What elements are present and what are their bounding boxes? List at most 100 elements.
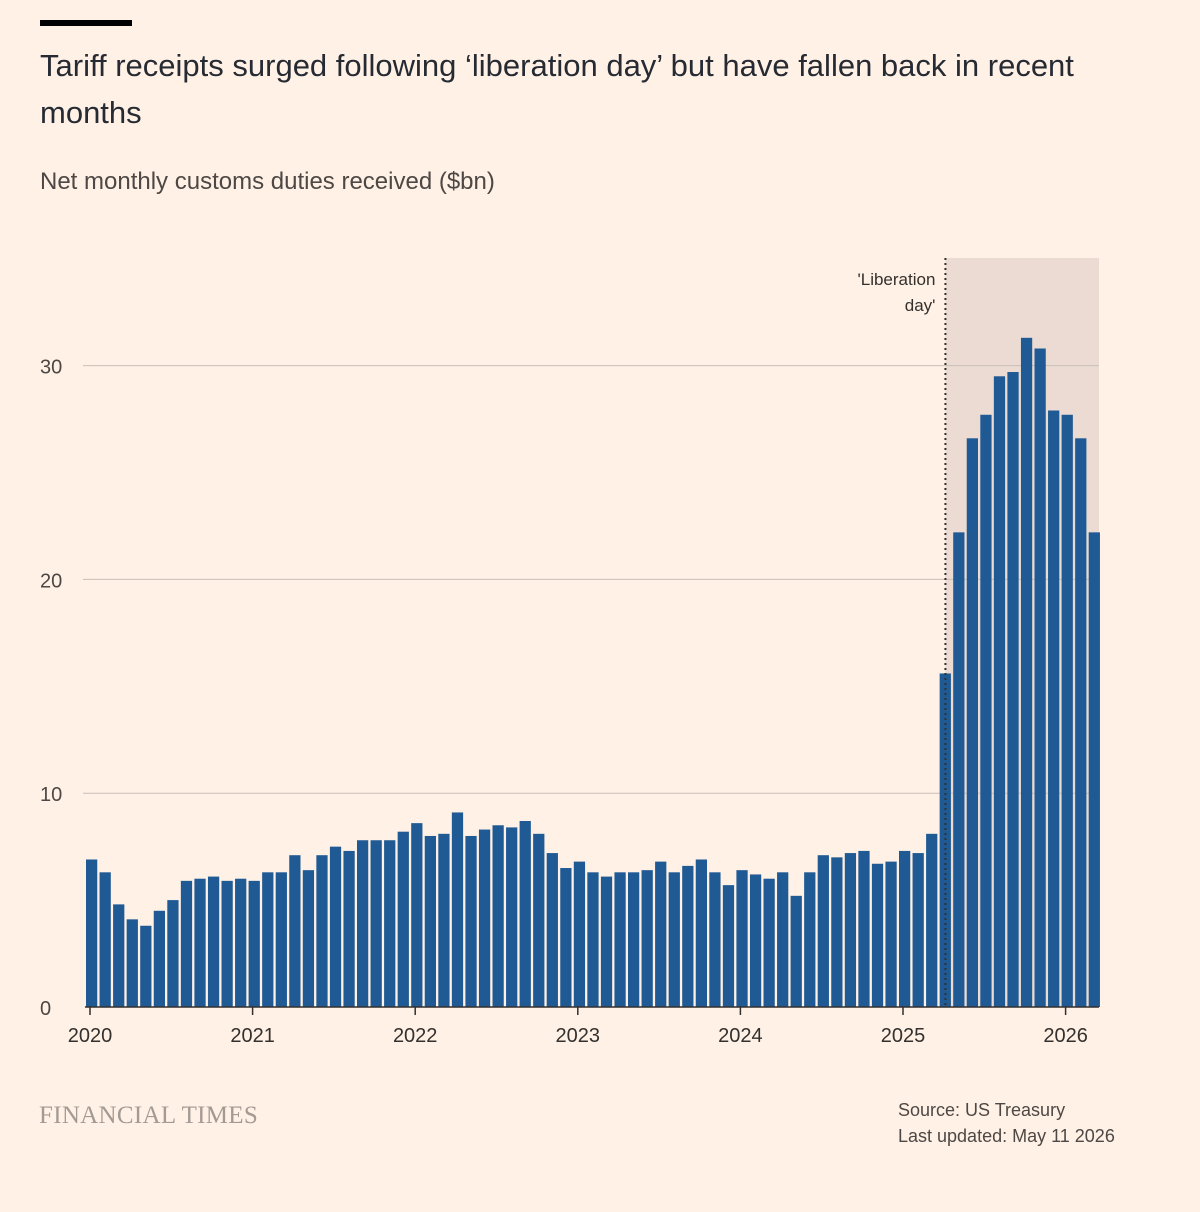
grid-layer [83,365,1099,794]
bar [831,857,843,1007]
bar [384,840,396,1007]
bar [980,414,992,1007]
bar [926,833,938,1007]
bar [492,825,504,1007]
bar [804,872,816,1007]
bar [871,863,884,1007]
annotation-label-line2: day' [905,296,936,315]
bar [1075,438,1087,1007]
bar [167,900,179,1007]
bar [763,878,775,1007]
bar [966,438,978,1007]
bar [316,855,328,1007]
bar [289,855,301,1007]
x-tick-label: 2024 [718,1025,763,1047]
bar [749,874,762,1007]
bar [438,833,450,1007]
bar [912,853,924,1007]
bar-chart: 'Liberation day' 0 10 20 30 2020 2021 2022 2023 2… [40,258,1100,1047]
bar [262,872,274,1007]
y-tick-label: 30 [40,357,62,379]
bar [424,835,436,1007]
bar [1034,348,1046,1008]
bar [682,865,694,1007]
bar [858,850,870,1007]
bar [357,840,369,1007]
bar [519,820,531,1007]
x-tick-label: 2025 [881,1025,926,1047]
annotation-layer: 'Liberation day' [858,258,947,1007]
x-tick-label: 2021 [230,1025,275,1047]
bar [465,835,477,1007]
bar [478,829,491,1007]
bar [194,878,206,1007]
bar [126,919,138,1007]
bar [411,823,423,1007]
x-tick-label: 2020 [68,1025,113,1047]
x-tick-label: 2023 [556,1025,601,1047]
bar [113,904,125,1007]
bar [1007,372,1019,1007]
last-updated: Last updated: May 11 2026 [898,1126,1115,1146]
chart-footer: Source: US Treasury Last updated: May 11… [898,1097,1115,1149]
bar [587,872,599,1007]
bar [600,876,613,1007]
bar [695,859,707,1007]
brand-logo: FINANCIAL TIMES [39,1102,259,1129]
bar [939,673,951,1007]
top-accent-bar [40,20,132,26]
bar [844,853,857,1007]
bar [1048,410,1060,1007]
axis-layer: 0 10 20 30 2020 2021 2022 2023 2024 2025 2026 [40,357,1099,1047]
bars-layer [86,337,1100,1008]
bar [397,831,409,1007]
bar [641,870,653,1007]
bar [736,870,748,1007]
bar [817,855,829,1007]
bar [790,895,802,1007]
bar [343,850,355,1007]
y-tick-label: 20 [40,570,62,592]
bar [614,872,626,1007]
bar [235,878,247,1007]
bar [221,880,233,1007]
bar [655,861,667,1007]
bar [329,846,342,1007]
bar [370,840,382,1007]
bar [153,910,165,1007]
bar [506,827,518,1007]
bar [275,872,287,1007]
bar [628,872,640,1007]
y-tick-label: 0 [40,998,51,1020]
x-tick-label: 2022 [393,1025,438,1047]
source-note: Source: US Treasury [898,1100,1066,1120]
chart-title: Tariff receipts surged following ‘libera… [40,48,1074,130]
bar [99,872,111,1007]
bar [302,870,315,1007]
y-tick-label: 10 [40,784,62,806]
bar [560,868,572,1007]
bar [248,880,260,1007]
bar [573,861,586,1007]
bar [533,833,545,1007]
chart-subtitle: Net monthly customs duties received ($bn… [40,168,495,195]
bar [207,876,220,1007]
x-tick-label: 2026 [1043,1025,1088,1047]
bar [180,880,193,1007]
bar [546,853,558,1007]
bar [899,850,911,1007]
bar [668,872,680,1007]
bar [993,376,1006,1007]
bar [451,812,464,1007]
bar [1061,414,1073,1007]
bar [86,859,98,1007]
bar [777,872,789,1007]
bar [953,532,965,1007]
bar [722,885,735,1007]
bar [1020,337,1033,1007]
bar [140,925,152,1007]
bar [709,872,721,1007]
bar [885,861,897,1007]
annotation-label-line1: 'Liberation [858,270,936,289]
bar [1088,532,1100,1007]
